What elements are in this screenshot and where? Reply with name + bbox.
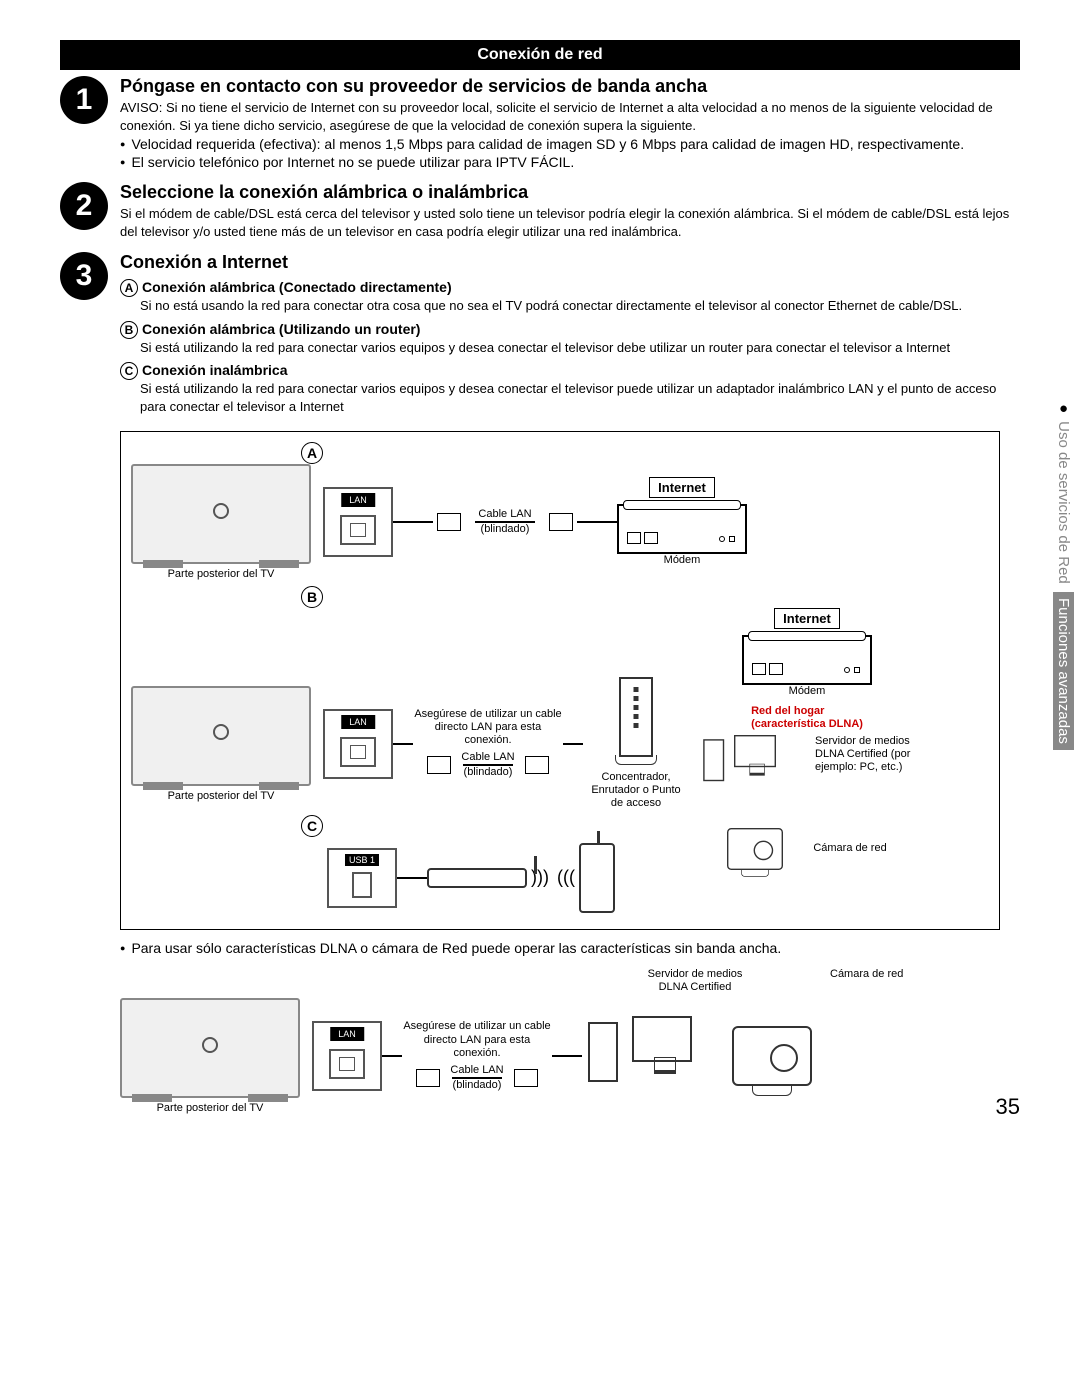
- modem-label-b: Módem: [789, 685, 826, 698]
- tv-back-caption-d: Parte posterior del TV: [157, 1102, 264, 1114]
- step-1-bullet-2: El servicio telefónico por Internet no s…: [131, 154, 574, 170]
- lan-label: LAN: [330, 1027, 364, 1041]
- cable-lan-label-d: Cable LAN: [450, 1064, 503, 1077]
- modem-icon: [617, 504, 747, 554]
- tv-back-icon: [131, 464, 311, 564]
- step-3-a-heading: Conexión alámbrica (Conectado directamen…: [142, 279, 452, 295]
- label-b-icon: B: [120, 321, 138, 339]
- blindado-label-a: (blindado): [481, 523, 530, 536]
- sidebar-section-2: Funciones avanzadas: [1053, 592, 1074, 750]
- diagram-label-b: B: [301, 586, 323, 608]
- connector-icon: [437, 513, 461, 531]
- connector-icon: [416, 1069, 440, 1087]
- page-number: 35: [996, 1094, 1020, 1120]
- tv-back-icon: [131, 686, 311, 786]
- step-2-num: 2: [60, 182, 108, 230]
- step-1-title: Póngase en contacto con su proveedor de …: [120, 76, 1020, 97]
- step-1-num: 1: [60, 76, 108, 124]
- modem-label-a: Módem: [664, 554, 701, 567]
- label-a-icon: A: [120, 279, 138, 297]
- step-1: 1 Póngase en contacto con su proveedor d…: [60, 76, 1020, 170]
- dlna-server-label: Servidor de medios DLNA Certified (por e…: [815, 735, 915, 775]
- diagram-main: A Parte posterior del TV LAN Cable LAN (…: [120, 431, 1000, 930]
- lan-port-icon: LAN: [323, 709, 393, 779]
- step-3-c-heading: Conexión inalámbrica: [142, 362, 287, 378]
- internet-tag-b: Internet: [774, 608, 840, 629]
- step-3: 3 Conexión a Internet AConexión alámbric…: [60, 252, 1020, 419]
- usb-label: USB 1: [345, 854, 379, 866]
- sidebar-section-1: Uso de servicios de Red: [1055, 421, 1072, 584]
- dlna-feature-label: (característica DLNA): [751, 718, 863, 731]
- red-hogar-label: Red del hogar: [751, 705, 863, 718]
- blindado-label-d: (blindado): [453, 1079, 502, 1092]
- dlna-server2-label: Servidor de medios DLNA Certified: [640, 968, 750, 994]
- step-3-b-text: Si está utilizando la red para conectar …: [140, 339, 1020, 357]
- dlna-note: Para usar sólo características DLNA o cá…: [131, 940, 781, 956]
- label-c-icon: C: [120, 362, 138, 380]
- modem-icon: [742, 635, 872, 685]
- connector-icon: [427, 756, 451, 774]
- wireless-waves-icon: (((: [557, 867, 575, 888]
- straight-cable-note-b: Asegúrese de utilizar un cable directo L…: [413, 708, 563, 748]
- internet-tag-a: Internet: [649, 477, 715, 498]
- step-3-title: Conexión a Internet: [120, 252, 1020, 273]
- step-2-text: Si el módem de cable/DSL está cerca del …: [120, 205, 1020, 240]
- step-1-text: AVISO: Si no tiene el servicio de Intern…: [120, 99, 1020, 134]
- step-3-a-text: Si no está usando la red para conectar o…: [140, 297, 1020, 315]
- lan-port-icon: LAN: [312, 1021, 382, 1091]
- sidebar-tab: ● Uso de servicios de Red Funciones avan…: [1055, 400, 1072, 750]
- lan-label: LAN: [341, 493, 375, 507]
- pc-icon: [582, 1016, 692, 1096]
- router-icon: [619, 677, 653, 757]
- pc-icon: [699, 735, 776, 791]
- wireless-adapter-icon: [427, 868, 527, 888]
- straight-cable-note-d: Asegúrese de utilizar un cable directo L…: [402, 1020, 552, 1060]
- camera-icon: [732, 1026, 812, 1086]
- diagram-label-a: A: [301, 442, 323, 464]
- lan-port-icon: LAN: [323, 487, 393, 557]
- step-2: 2 Seleccione la conexión alámbrica o ina…: [60, 182, 1020, 240]
- step-3-num: 3: [60, 252, 108, 300]
- access-point-icon: [579, 843, 615, 913]
- sidebar-dot-icon: ●: [1055, 400, 1072, 417]
- step-3-b-heading: Conexión alámbrica (Utilizando un router…: [142, 321, 420, 337]
- connector-icon: [514, 1069, 538, 1087]
- tv-back-caption-a: Parte posterior del TV: [168, 568, 275, 580]
- step-2-title: Seleccione la conexión alámbrica o inalá…: [120, 182, 1020, 203]
- connector-icon: [525, 756, 549, 774]
- blindado-label-b: (blindado): [464, 766, 513, 779]
- section-header: Conexión de red: [60, 40, 1020, 70]
- cable-lan-label-a: Cable LAN: [478, 508, 531, 521]
- usb-port-icon: USB 1: [327, 848, 397, 908]
- camera-label-2: Cámara de red: [830, 968, 903, 994]
- lan-label: LAN: [341, 715, 375, 729]
- hub-label: Concentrador, Enrutador o Punto de acces…: [591, 771, 681, 811]
- tv-back-caption-b: Parte posterior del TV: [168, 790, 275, 802]
- cable-lan-label-b: Cable LAN: [461, 751, 514, 764]
- connector-icon: [549, 513, 573, 531]
- step-1-bullet-1: Velocidad requerida (efectiva): al menos…: [131, 136, 964, 152]
- step-3-c-text: Si está utilizando la red para conectar …: [140, 380, 1020, 415]
- tv-back-icon: [120, 998, 300, 1098]
